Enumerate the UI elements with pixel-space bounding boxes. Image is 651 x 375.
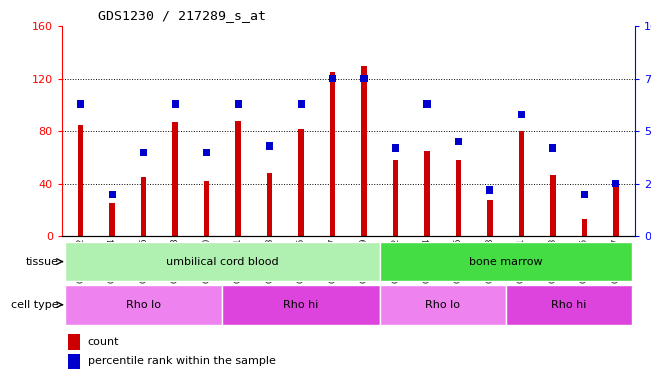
Bar [68, 354, 80, 369]
Bar [140, 148, 147, 156]
Bar [361, 75, 368, 82]
Text: count: count [88, 336, 119, 346]
Bar [68, 334, 80, 350]
Bar [424, 151, 430, 236]
Bar [361, 66, 367, 236]
Bar [203, 148, 210, 156]
Text: Rho hi: Rho hi [283, 300, 319, 310]
Bar [393, 160, 398, 236]
Bar [172, 100, 179, 108]
Text: GDS1230 / 217289_s_at: GDS1230 / 217289_s_at [98, 9, 266, 22]
Bar [298, 100, 305, 108]
Bar [380, 285, 506, 324]
Bar [330, 72, 335, 236]
Text: bone marrow: bone marrow [469, 256, 542, 267]
Text: percentile rank within the sample: percentile rank within the sample [88, 356, 275, 366]
Bar [65, 242, 380, 281]
Bar [204, 181, 210, 236]
Text: umbilical cord blood: umbilical cord blood [166, 256, 279, 267]
Text: cell type: cell type [11, 300, 59, 310]
Bar [141, 177, 146, 236]
Bar [266, 142, 273, 150]
Bar [456, 160, 461, 236]
Bar [550, 175, 556, 236]
Bar [392, 144, 399, 152]
Bar [549, 144, 557, 152]
Bar [298, 129, 304, 236]
Bar [77, 100, 84, 108]
Text: Rho lo: Rho lo [126, 300, 161, 310]
Bar [613, 180, 619, 188]
Bar [78, 124, 83, 236]
Bar [423, 100, 430, 108]
Bar [506, 285, 631, 324]
Text: Rho lo: Rho lo [425, 300, 460, 310]
Bar [581, 219, 587, 236]
Bar [455, 138, 462, 146]
Bar [173, 122, 178, 236]
Bar [109, 190, 116, 198]
Bar [223, 285, 380, 324]
Bar [329, 75, 336, 82]
Bar [519, 131, 524, 236]
Bar [581, 190, 588, 198]
Bar [109, 203, 115, 236]
Bar [380, 242, 631, 281]
Text: tissue: tissue [25, 256, 59, 267]
Bar [267, 173, 272, 236]
Bar [236, 121, 241, 236]
Bar [234, 100, 242, 108]
Bar [486, 186, 493, 194]
Bar [65, 285, 223, 324]
Text: Rho hi: Rho hi [551, 300, 587, 310]
Bar [613, 184, 618, 236]
Bar [487, 200, 493, 236]
Bar [518, 111, 525, 118]
